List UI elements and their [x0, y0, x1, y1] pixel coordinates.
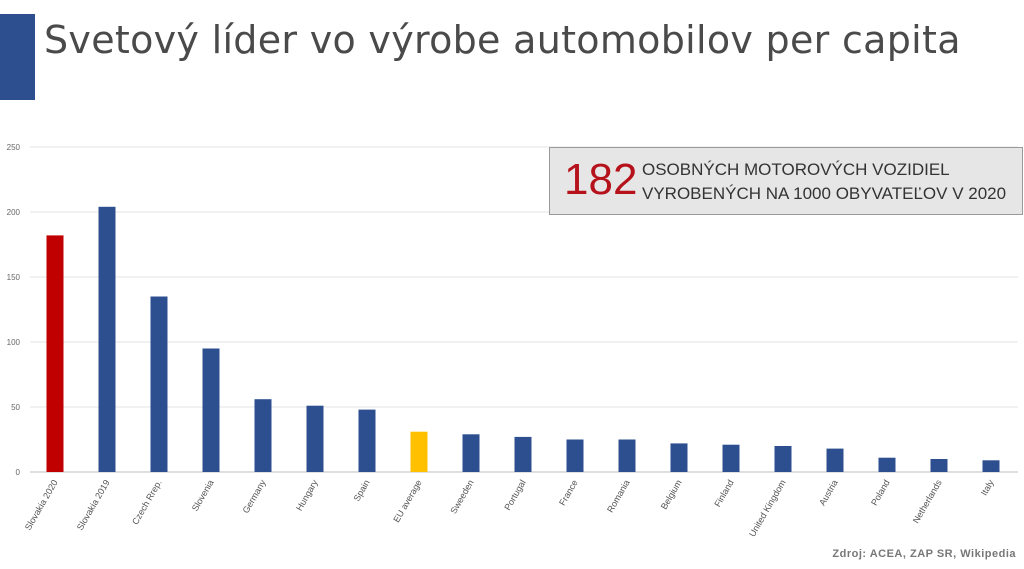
- x-tick-label: Finland: [712, 478, 735, 509]
- bar: [150, 296, 168, 472]
- bar: [930, 459, 948, 472]
- y-tick-label: 50: [11, 403, 20, 412]
- x-tick-label: Hungary: [294, 478, 320, 513]
- x-tick-label: Netherlands: [911, 478, 944, 525]
- x-tick-label: Austria: [817, 478, 840, 507]
- x-tick-label: Germany: [241, 478, 268, 515]
- source-note: Zdroj: ACEA, ZAP SR, Wikipedia: [832, 548, 1016, 560]
- bar: [566, 439, 584, 472]
- bar: [410, 431, 428, 472]
- bar: [254, 399, 272, 472]
- bar: [618, 439, 636, 472]
- x-tick-label: Portugal: [502, 478, 527, 512]
- x-axis-labels: Slovakia 2020 Slovakia 2019 Czech Rrep. Slo…: [23, 478, 996, 539]
- callout-number: 182: [564, 155, 638, 204]
- y-axis-ticks: 0 50 100 150 200 250: [7, 143, 21, 477]
- x-tick-label: Slovenia: [190, 478, 216, 513]
- bar: [46, 235, 64, 472]
- bar: [358, 409, 376, 472]
- y-tick-label: 150: [7, 273, 21, 282]
- callout-text-line-1: OSOBNÝCH MOTOROVÝCH VOZIDIEL: [642, 160, 950, 179]
- bar: [514, 436, 532, 472]
- bar: [982, 460, 1000, 472]
- bar: [774, 446, 792, 472]
- bars: [46, 206, 1000, 473]
- y-tick-label: 0: [16, 468, 21, 477]
- y-tick-label: 250: [7, 143, 21, 152]
- bar: [670, 443, 688, 472]
- x-tick-label: France: [557, 478, 580, 507]
- x-tick-label: Romania: [605, 478, 632, 514]
- x-tick-label: Poland: [869, 478, 892, 507]
- bar: [722, 444, 740, 472]
- x-tick-label: Italy: [979, 478, 996, 498]
- callout-text-line-2: VYROBENÝCH NA 1000 OBYVATEĽOV V 2020: [642, 184, 1007, 203]
- x-tick-label: United Kingdom: [747, 478, 788, 538]
- highlight-callout: 182 OSOBNÝCH MOTOROVÝCH VOZIDIEL VYROBEN…: [549, 147, 1023, 215]
- page-title: Svetový líder vo výrobe automobilov per …: [44, 18, 961, 62]
- x-tick-label: Slovakia 2019: [75, 478, 112, 532]
- y-tick-label: 100: [7, 338, 21, 347]
- x-tick-label: Spain: [352, 478, 372, 503]
- y-tick-label: 200: [7, 208, 21, 217]
- bar: [98, 206, 116, 473]
- x-tick-label: Czech Rrep.: [130, 478, 164, 526]
- bar: [306, 405, 324, 472]
- x-tick-label: EU average: [391, 478, 423, 524]
- x-tick-label: Slovakia 2020: [23, 478, 60, 532]
- bar: [462, 434, 480, 472]
- x-tick-label: Sweeden: [448, 478, 475, 516]
- bar: [202, 348, 220, 472]
- bar: [878, 457, 896, 472]
- title-accent-bar: [0, 14, 35, 100]
- x-tick-label: Belgium: [659, 478, 684, 511]
- bar: [826, 448, 844, 472]
